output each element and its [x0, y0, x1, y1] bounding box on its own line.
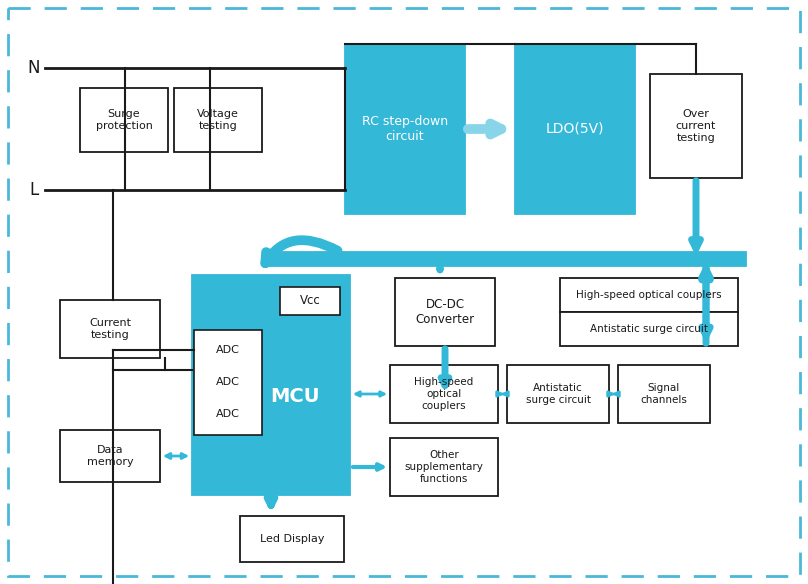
Text: Current
testing: Current testing: [89, 318, 131, 340]
Bar: [390, 438, 498, 496]
Text: Vcc: Vcc: [300, 294, 321, 308]
Text: Signal
channels: Signal channels: [641, 383, 688, 405]
Bar: [507, 365, 609, 423]
Bar: [390, 365, 498, 423]
Text: RC step-down
circuit: RC step-down circuit: [362, 115, 448, 143]
Text: L: L: [29, 181, 39, 199]
Text: Other
supplementary
functions: Other supplementary functions: [405, 450, 483, 484]
Text: DC-DC
Converter: DC-DC Converter: [415, 298, 474, 326]
Bar: [560, 278, 738, 312]
Bar: [515, 44, 635, 214]
Text: Led Display: Led Display: [259, 534, 324, 544]
Bar: [560, 312, 738, 346]
Bar: [192, 275, 350, 495]
Text: MCU: MCU: [270, 387, 319, 405]
Text: Antistatic
surge circuit: Antistatic surge circuit: [525, 383, 591, 405]
Text: High-speed optical couplers: High-speed optical couplers: [576, 290, 722, 300]
Bar: [80, 88, 168, 152]
Text: Over
current
testing: Over current testing: [675, 109, 716, 142]
Text: Surge
protection: Surge protection: [95, 109, 153, 131]
Text: Data
memory: Data memory: [86, 445, 133, 467]
Bar: [60, 430, 160, 482]
Bar: [618, 365, 710, 423]
Bar: [60, 300, 160, 358]
Bar: [174, 88, 262, 152]
Text: ADC: ADC: [216, 345, 240, 355]
Bar: [268, 252, 746, 266]
Bar: [240, 516, 344, 562]
Text: Antistatic surge circuit: Antistatic surge circuit: [590, 324, 708, 334]
Text: ADC: ADC: [216, 409, 240, 419]
Text: Voltage
testing: Voltage testing: [197, 109, 239, 131]
Bar: [650, 74, 742, 178]
Bar: [194, 330, 262, 435]
Text: High-speed
optical
couplers: High-speed optical couplers: [415, 377, 473, 411]
Bar: [395, 278, 495, 346]
Text: N: N: [27, 59, 40, 77]
Bar: [345, 44, 465, 214]
Text: LDO(5V): LDO(5V): [545, 122, 604, 136]
Text: ADC: ADC: [216, 377, 240, 387]
Bar: [280, 287, 340, 315]
